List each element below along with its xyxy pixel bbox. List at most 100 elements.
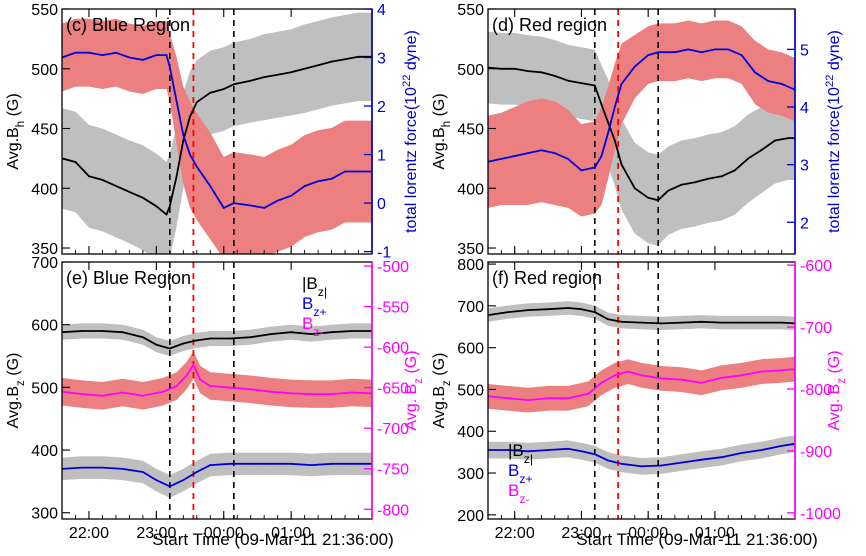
data-point-d-0-5 (553, 75, 556, 77)
data-point-e-1-1 (81, 393, 84, 396)
y-tick-label: 800 (457, 257, 484, 274)
x-tick-label: 22:00 (69, 525, 109, 542)
data-point-e-2-11 (249, 462, 252, 465)
legend-entry: |Bz| (508, 441, 533, 466)
data-point-f-2-11 (680, 461, 683, 464)
data-point-d-1-3 (527, 152, 529, 155)
y-tick-label: 600 (457, 341, 484, 358)
y-tick-label: 450 (457, 122, 484, 139)
data-point-d-0-11 (613, 139, 616, 142)
panel-c: 350 400 450 500 550 -1 0 1 2 3 4 (c) Blue Region Avg… (5, 2, 420, 262)
data-point-f-0-4 (567, 307, 569, 309)
legend-entry: |Bz| (302, 274, 327, 299)
data-point-c-1-6 (141, 59, 144, 61)
data-point-f-1-14 (740, 374, 743, 377)
data-point-c-0-11 (182, 139, 185, 142)
data-point-e-2-5 (155, 479, 158, 482)
data-point-c-0-12 (189, 115, 191, 118)
y-tick-label: 700 (457, 299, 484, 316)
data-point-f-2-1 (507, 449, 509, 451)
series-line-e-0 (62, 330, 372, 350)
data-point-f-1-7 (613, 374, 616, 377)
data-point-c-0-24 (344, 58, 346, 61)
plot-area-f (488, 262, 795, 519)
y2-tick-label: -550 (377, 300, 409, 317)
data-point-f-0-1 (507, 311, 509, 314)
y2-axis-label: total lorentz force(1022 dyne) (401, 30, 420, 233)
panel-title: (e) Blue Region (66, 268, 191, 288)
data-point-d-1-24 (780, 83, 783, 85)
data-point-f-1-12 (700, 381, 703, 384)
data-point-d-1-21 (740, 54, 743, 57)
data-point-d-0-23 (760, 149, 763, 151)
data-point-c-1-25 (357, 170, 360, 173)
data-point-e-2-3 (121, 467, 124, 470)
panel-title: (d) Red region (492, 15, 607, 35)
data-point-c-0-17 (249, 79, 252, 82)
data-point-c-0-18 (263, 76, 266, 79)
y2-tick-label: -600 (377, 340, 409, 357)
data-point-e-2-1 (81, 466, 84, 469)
data-point-d-0-7 (580, 82, 583, 84)
data-point-d-0-17 (680, 183, 683, 186)
y-tick-label: 550 (31, 2, 58, 19)
data-point-c-1-13 (195, 165, 198, 168)
data-point-e-2-9 (209, 464, 212, 466)
data-point-e-1-13 (270, 390, 272, 393)
data-point-e-0-3 (121, 331, 124, 334)
data-point-f-0-9 (640, 321, 643, 324)
y-tick-label: 350 (31, 241, 58, 258)
data-point-d-1-6 (567, 157, 569, 160)
data-point-c-1-3 (101, 54, 104, 56)
data-point-e-2-8 (195, 471, 198, 473)
y2-tick-label: 0 (377, 196, 386, 213)
data-point-c-1-10 (175, 100, 178, 103)
data-point-f-0-8 (620, 320, 623, 323)
data-point-f-2-6 (593, 453, 596, 456)
data-point-e-1-10 (209, 385, 212, 387)
data-point-e-2-12 (270, 462, 272, 465)
y-axis-label: Avg.Bh (G) (431, 93, 453, 169)
data-point-e-1-4 (141, 394, 144, 397)
data-point-c-1-14 (209, 185, 212, 187)
band-e-2 (62, 452, 372, 498)
panel-e: 22:00 23:00 00:00 01:00 300 400 500 600 700 -800 -… (5, 255, 425, 542)
band-c-0 (62, 12, 372, 254)
data-point-d-0-16 (667, 189, 670, 192)
data-point-d-1-10 (607, 132, 610, 134)
y-tick-label: 400 (457, 181, 484, 198)
data-point-c-0-25 (357, 55, 360, 58)
y2-tick-label: 3 (377, 51, 386, 68)
y-axis-label: Avg.Bh (G) (5, 93, 27, 169)
data-point-f-1-8 (627, 370, 630, 373)
data-point-e-2-4 (141, 471, 144, 473)
legend-entry: Bz+ (302, 294, 327, 319)
data-point-c-0-4 (115, 184, 117, 187)
data-point-d-0-24 (774, 139, 776, 142)
x-tick-label: 00:00 (204, 525, 244, 542)
data-point-e-0-11 (249, 336, 252, 339)
data-point-e-2-2 (101, 466, 104, 469)
data-point-c-0-16 (232, 83, 235, 86)
y2-tick-label: -700 (377, 421, 409, 438)
band-e-0 (62, 323, 372, 356)
data-point-c-1-1 (74, 51, 77, 54)
data-point-d-1-4 (540, 149, 543, 152)
x-axis-label-right: Start Time (09-Mar-11 21:36:00) (576, 530, 818, 549)
y2-tick-label: -750 (377, 462, 409, 479)
data-point-d-0-15 (657, 199, 660, 202)
data-point-f-2-10 (660, 464, 663, 467)
data-point-f-0-6 (593, 311, 596, 314)
data-point-f-2-9 (640, 465, 643, 468)
data-point-d-1-1 (500, 157, 503, 160)
data-point-c-1-23 (330, 177, 333, 180)
panels: 350 400 450 500 550 -1 0 1 2 3 4 (c) Blue Region Avg… (5, 2, 848, 542)
data-point-e-1-6 (175, 385, 178, 387)
y2-tick-label: 4 (800, 100, 809, 117)
y-tick-label: 300 (31, 506, 58, 523)
data-point-e-0-5 (155, 343, 158, 346)
data-point-e-0-1 (81, 330, 84, 332)
x-tick-label: 23:00 (136, 525, 176, 542)
y-tick-label: 450 (31, 122, 58, 139)
data-point-e-0-2 (101, 330, 104, 332)
